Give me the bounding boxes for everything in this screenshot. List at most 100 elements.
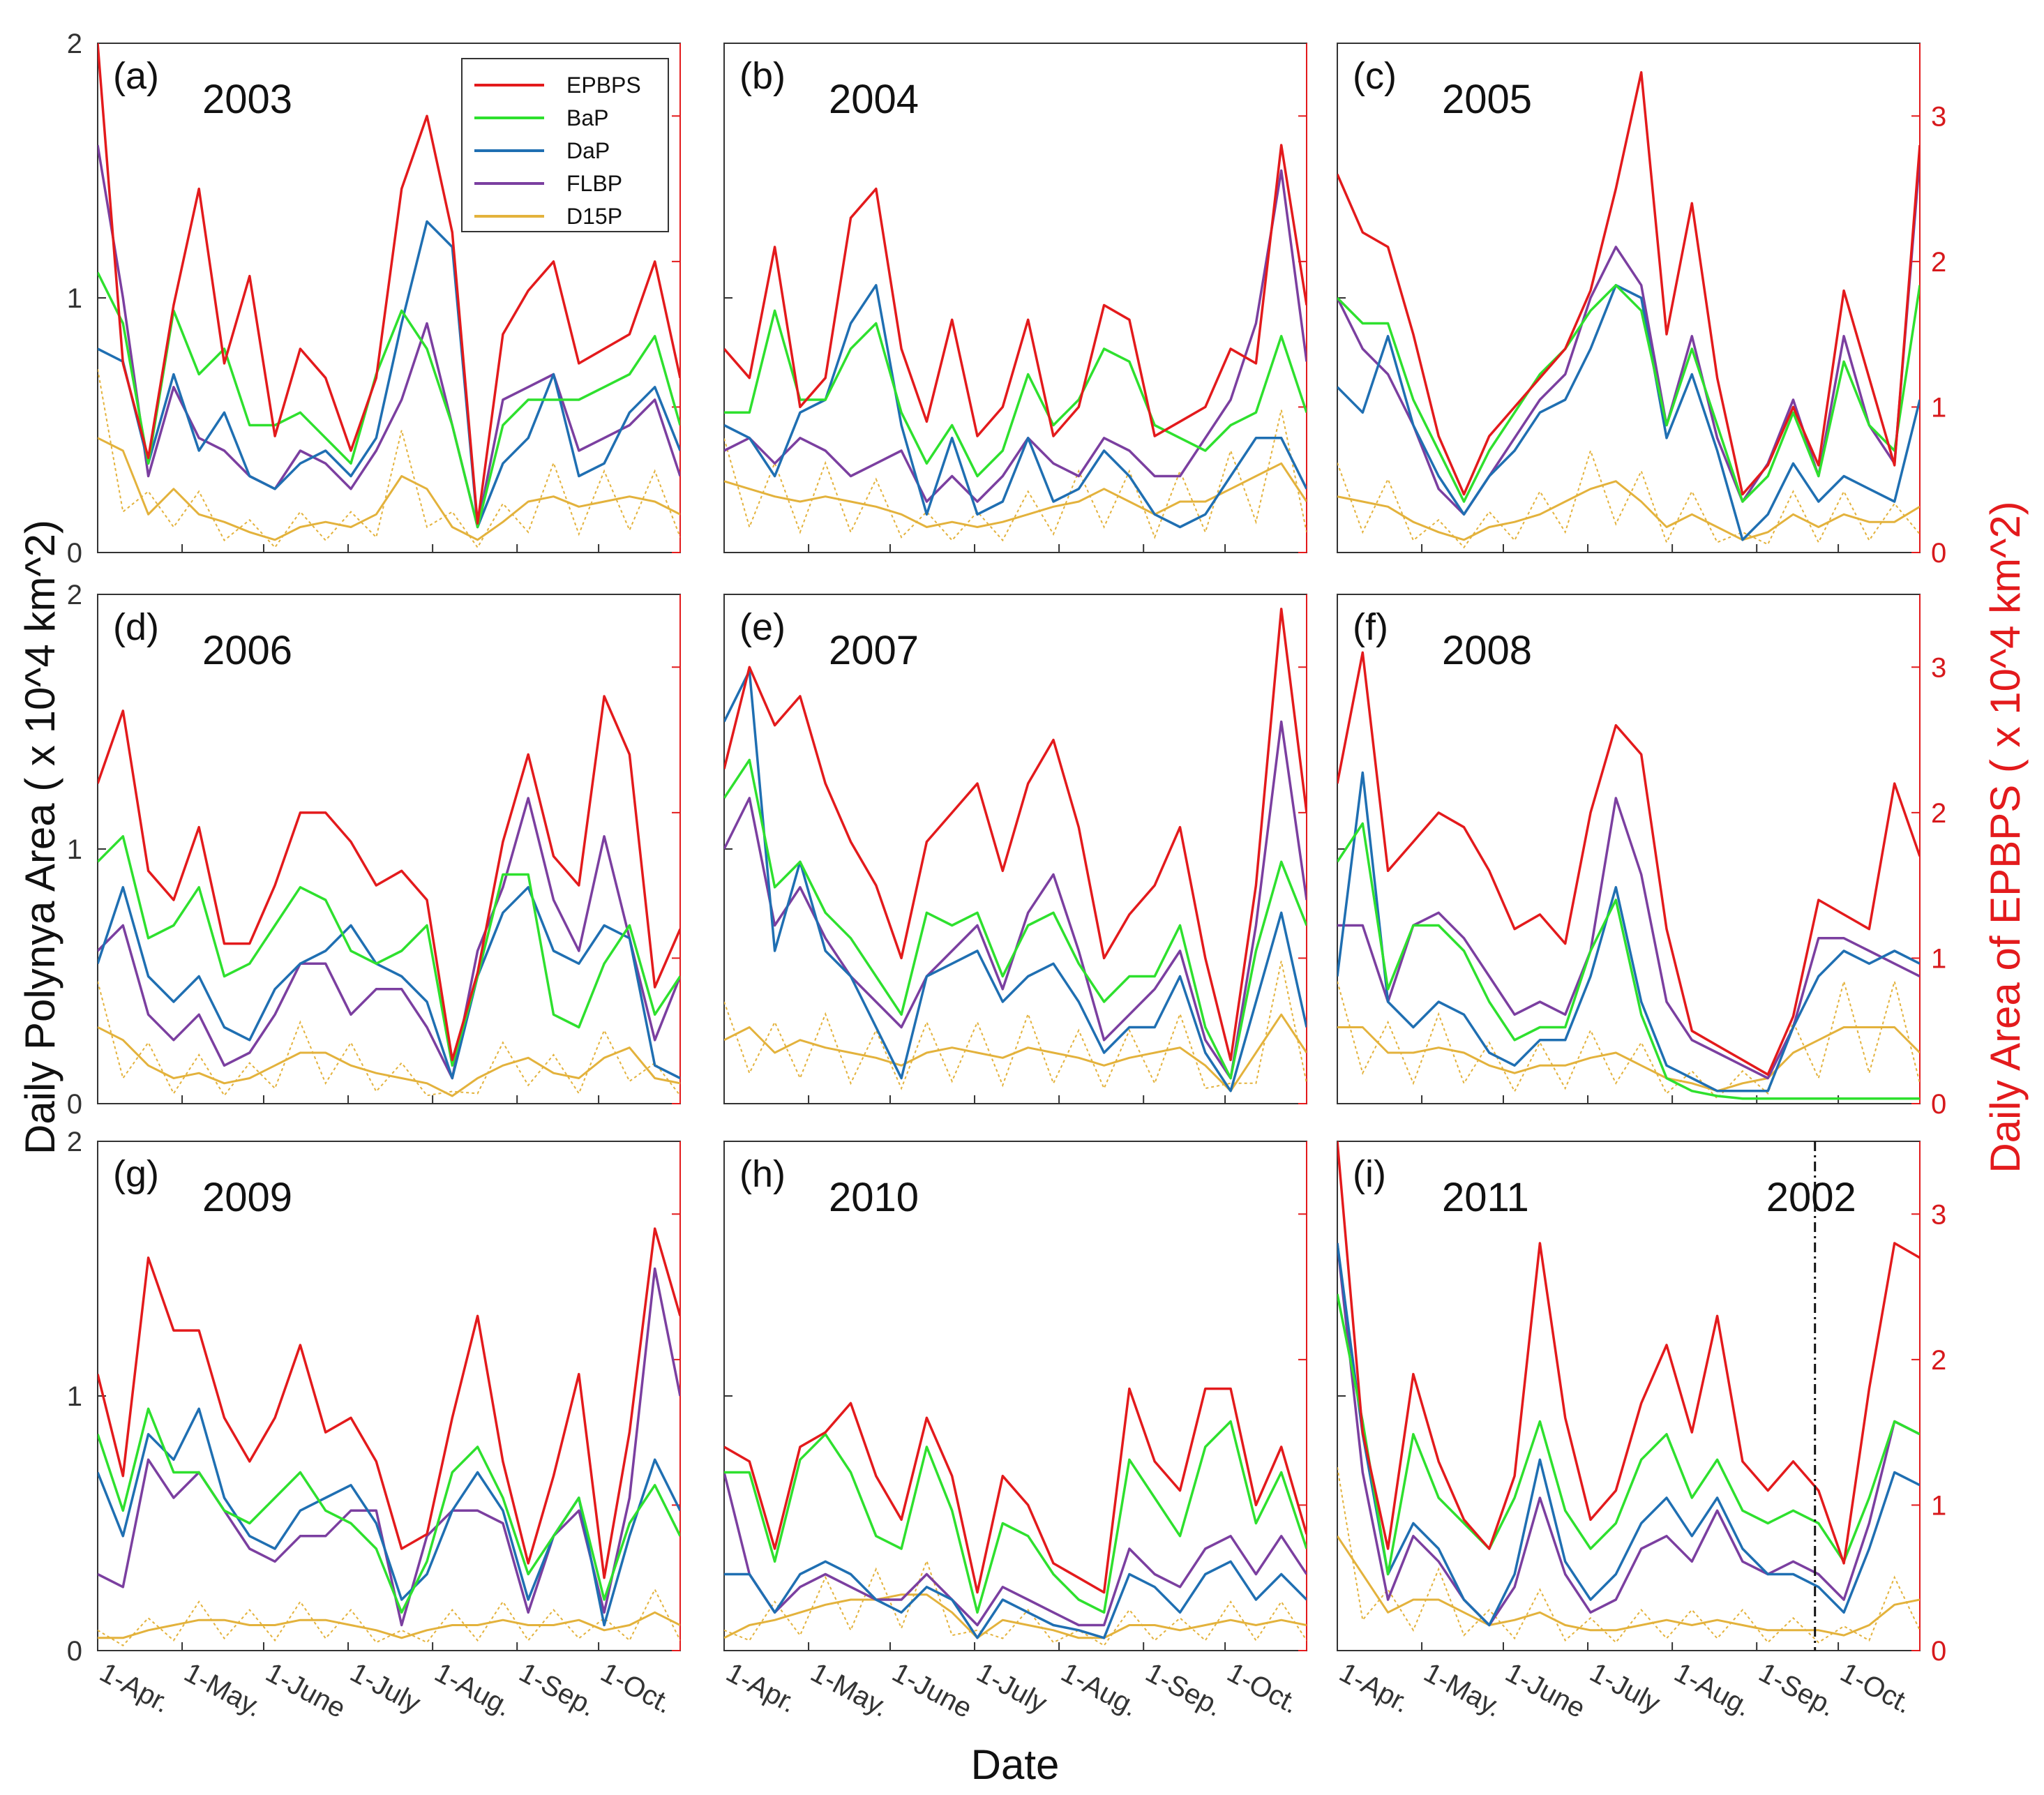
legend-label-dap: DaP — [566, 138, 610, 163]
series-line-epbps — [1337, 70, 1920, 496]
right-tick-label: 3 — [1931, 1199, 1946, 1230]
right-tick-label: 0 — [1931, 1089, 1946, 1120]
panel-frame — [723, 1141, 1307, 1651]
panel-c: 0 1 2 3 (c) 2005 — [1337, 43, 1946, 569]
panel-year-label: 2005 — [1442, 77, 1532, 122]
panel-f: 0 1 2 3 (f) 2008 — [1337, 594, 1946, 1120]
panel-e: (e) 2007 — [723, 594, 1307, 1104]
series-line-d15p — [724, 1593, 1307, 1639]
panel-letter-label: (g) — [113, 1153, 159, 1195]
panel-d: 0 1 2 (d) 2006 — [67, 580, 681, 1120]
x-tick-label: 1-May. — [806, 1657, 894, 1723]
panel-year-label: 2007 — [829, 628, 919, 673]
series-line-flbp — [1337, 797, 1920, 1080]
legend-label-bap: BaP — [566, 105, 608, 130]
series-line-bap — [98, 271, 680, 529]
series-line-epbps — [98, 43, 680, 525]
series-line-flbp — [1337, 1242, 1920, 1627]
series-line-epbps — [1337, 651, 1920, 1076]
x-tick-label: 1-June — [1501, 1657, 1591, 1724]
x-tick-label: 1-Aug. — [1056, 1657, 1143, 1722]
panel-letter-label: (i) — [1353, 1153, 1386, 1195]
series-line-bap — [1337, 822, 1920, 1100]
series-line-flbp — [724, 1472, 1307, 1627]
panel-year-label: 2011 — [1442, 1175, 1529, 1220]
x-tick-label: 1-Apr. — [721, 1657, 802, 1719]
series-line-dap — [724, 1560, 1307, 1639]
series-line-epbps — [98, 1227, 680, 1579]
right-tick-label: 2 — [1931, 798, 1946, 829]
series-line-d15p-daily — [1337, 448, 1920, 549]
x-tick-label: 1-Oct. — [596, 1657, 677, 1720]
panel-frame — [723, 43, 1307, 553]
panel-letter-label: (d) — [113, 606, 159, 648]
panel-letter-label: (h) — [739, 1153, 786, 1195]
y-axis-title-right: Daily Area of EPBPS ( x 10^4 km^2) — [1982, 501, 2029, 1173]
x-tick-label: 1-May. — [1419, 1657, 1507, 1723]
left-tick-label: 2 — [67, 1127, 82, 1157]
series-line-dap — [1337, 284, 1920, 541]
series-line-epbps — [724, 144, 1307, 437]
x-tick-label: 1-Sep. — [1754, 1657, 1841, 1722]
panel-frame — [97, 1141, 681, 1651]
series-line-bap — [1337, 284, 1920, 503]
right-tick-label: 1 — [1931, 1490, 1946, 1521]
series-line-d15p-daily — [724, 961, 1307, 1090]
right-tick-label: 1 — [1931, 392, 1946, 423]
series-line-epbps — [1337, 1141, 1920, 1565]
legend-label-flbp: FLBP — [566, 171, 622, 196]
legend-label-epbps: EPBPS — [566, 73, 641, 98]
x-tick-label: 1-Aug. — [1669, 1657, 1757, 1722]
series-line-bap — [1337, 1293, 1920, 1576]
x-tick-label: 1-Aug. — [430, 1657, 517, 1722]
series-line-dap — [98, 886, 680, 1080]
right-tick-label: 1 — [1931, 943, 1946, 974]
panels-layer: 012(a)2003 EPBPSBaPDaPFLBPD15P(b)20040123… — [67, 29, 1947, 1724]
x-tick-label: 1-May. — [179, 1657, 267, 1723]
marker-year-label: 2002 — [1766, 1175, 1856, 1220]
panel-b: (b) 2004 — [723, 43, 1307, 553]
right-tick-label: 3 — [1931, 101, 1946, 132]
x-tick-label: 1-Oct. — [1835, 1657, 1917, 1720]
series-line-dap — [1337, 1242, 1920, 1627]
right-tick-label: 0 — [1931, 538, 1946, 569]
series-line-d15p-daily — [724, 1559, 1307, 1647]
series-line-bap — [724, 1420, 1307, 1614]
right-tick-label: 2 — [1931, 247, 1946, 278]
x-tick-label: 1-June — [261, 1657, 351, 1724]
panel-letter-label: (a) — [113, 55, 159, 97]
series-line-dap — [724, 669, 1307, 1092]
series-line-dap — [98, 220, 680, 529]
series-line-flbp — [98, 1267, 680, 1627]
x-tick-label: 1-July — [345, 1657, 426, 1719]
series-line-bap — [724, 758, 1307, 1080]
left-tick-label: 2 — [67, 580, 82, 610]
panel-a: 0 1 2 (a) 2003 EPBPS BaP DaP FLBP D15P — [67, 29, 681, 569]
series-line-d15p-daily — [724, 410, 1307, 542]
series-line-d15p — [724, 1013, 1307, 1092]
right-tick-label: 0 — [1931, 1636, 1946, 1667]
series-line-d15p-daily — [1337, 1467, 1920, 1644]
panel-letter-label: (c) — [1353, 55, 1397, 97]
series-line-dap — [724, 284, 1307, 529]
series-line-epbps — [98, 695, 680, 1062]
panel-letter-label: (b) — [739, 55, 786, 97]
x-axis-title: Date — [971, 1741, 1060, 1788]
legend-box — [461, 58, 669, 232]
series-line-d15p — [1337, 480, 1920, 541]
series-line-dap — [98, 1407, 680, 1627]
x-tick-label: 1-July — [1585, 1657, 1665, 1719]
series-line-flbp — [98, 797, 680, 1080]
series-line-dap — [1337, 771, 1920, 1092]
series-line-bap — [98, 835, 680, 1067]
left-tick-label: 2 — [67, 29, 82, 59]
x-tick-label: 1-Apr. — [95, 1657, 175, 1719]
y-axis-title-left: Daily Polynya Area ( x 10^4 km^2) — [17, 520, 63, 1155]
panel-year-label: 2003 — [202, 77, 292, 122]
series-line-epbps — [724, 608, 1307, 1062]
x-tick-label: 1-Sep. — [1141, 1657, 1228, 1722]
series-line-d15p-daily — [98, 1588, 680, 1646]
left-tick-label: 1 — [67, 283, 82, 314]
left-tick-label: 0 — [67, 538, 82, 569]
